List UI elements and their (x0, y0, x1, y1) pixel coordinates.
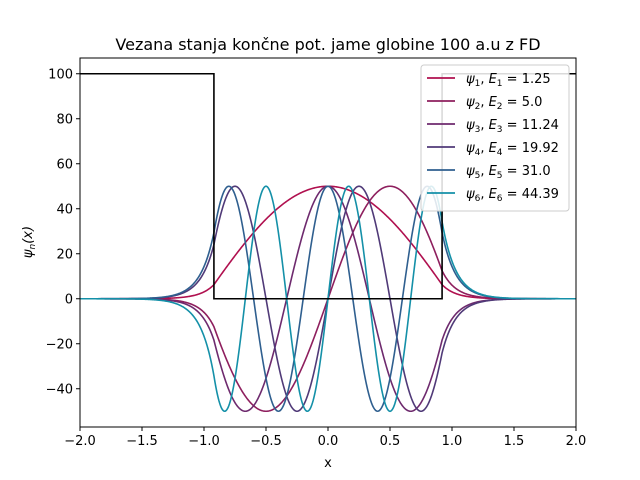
x-tick-label: 0.0 (318, 434, 339, 449)
y-tick-label: −20 (46, 337, 73, 352)
legend-entry: ψ4, E4 = 19.92 (466, 141, 559, 158)
x-tick-label: 0.5 (380, 434, 401, 449)
x-tick-label: −1.0 (188, 434, 220, 449)
x-tick-label: −0.5 (250, 434, 282, 449)
x-tick-label: 1.5 (504, 434, 525, 449)
y-axis: −40 −20 0 20 40 60 80 100 (46, 67, 80, 397)
legend: ψ1, E1 = 1.25 ψ2, E2 = 5.0 ψ3, E3 = 11.24 ψ… (420, 64, 570, 212)
series-layer (80, 72, 576, 413)
y-tick-label: −40 (46, 382, 73, 397)
y-axis-label: ψn(x) (21, 226, 38, 258)
x-tick-label: −1.5 (126, 434, 158, 449)
legend-entry: ψ2, E2 = 5.0 (466, 95, 542, 112)
legend-box (420, 64, 570, 212)
chart-title: Vezana stanja končne pot. jame globine 1… (115, 35, 540, 54)
y-tick-label: 100 (48, 67, 73, 82)
legend-entry: ψ3, E3 = 11.24 (466, 118, 559, 135)
x-axis: −2.0 −1.5 −1.0 −0.5 0.0 0.5 1.0 1.5 2.0 (64, 427, 586, 449)
y-tick-label: 60 (56, 157, 73, 172)
y-tick-label: 40 (56, 202, 73, 217)
x-axis-label: x (324, 456, 332, 471)
legend-entry: ψ5, E5 = 31.0 (466, 164, 551, 181)
x-tick-label: 1.0 (442, 434, 463, 449)
y-tick-label: 0 (65, 292, 73, 307)
x-tick-label: 2.0 (566, 434, 587, 449)
y-tick-label: 80 (56, 112, 73, 127)
legend-entry: ψ6, E6 = 44.39 (466, 187, 559, 204)
x-tick-label: −2.0 (64, 434, 96, 449)
legend-entry: ψ1, E1 = 1.25 (466, 72, 551, 89)
y-tick-label: 20 (56, 247, 73, 262)
